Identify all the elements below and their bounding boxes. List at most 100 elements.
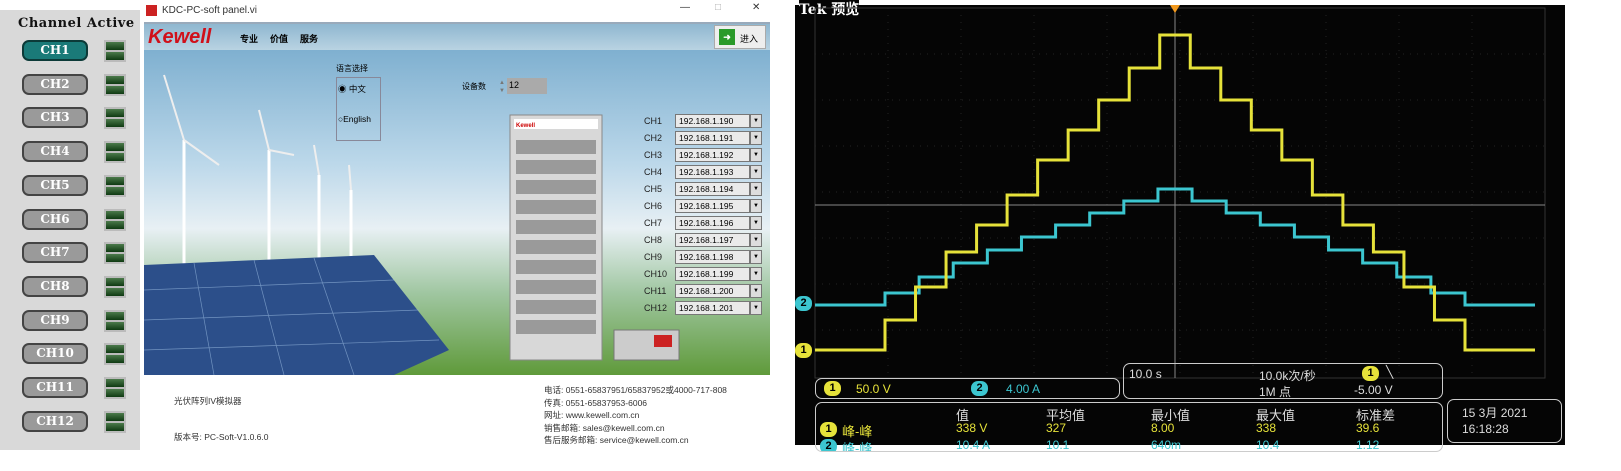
dropdown-arrow-icon[interactable]: ▼: [750, 114, 762, 128]
ip-address-select[interactable]: 192.168.1.196: [675, 216, 750, 230]
ip-channel-label: CH12: [644, 303, 668, 313]
channel-indicator-led: [104, 174, 126, 197]
meas-value: 327: [1046, 421, 1067, 435]
contact-line: 传真: 0551-65837953-6006: [544, 397, 648, 408]
ip-channel-label: CH7: [644, 218, 663, 228]
dropdown-arrow-icon[interactable]: ▼: [750, 182, 762, 196]
channel-button-ch11[interactable]: CH11: [22, 377, 88, 398]
dropdown-arrow-icon[interactable]: ▼: [750, 199, 762, 213]
contact-line: 电话: 0551-65837951/65837952或4000-717-808: [544, 385, 727, 395]
dropdown-arrow-icon[interactable]: ▼: [750, 148, 762, 162]
meas-value: 1.12: [1356, 438, 1380, 452]
close-button[interactable]: ✕: [752, 2, 761, 13]
channel-button-ch7[interactable]: CH7: [22, 242, 88, 264]
meas-channel-badge: 2: [820, 439, 837, 451]
ip-channel-label: CH11: [644, 286, 667, 296]
channel-button-ch2[interactable]: CH2: [22, 73, 88, 95]
channel-button-ch10[interactable]: CH10: [22, 343, 88, 365]
channel-button-ch9[interactable]: CH9: [22, 309, 88, 331]
footer: 光伏阵列IV模拟器 版本号: PC-Soft-V1.0.6.0 电话: 0551…: [144, 375, 770, 450]
ip-address-select[interactable]: 192.168.1.199: [675, 267, 750, 281]
dropdown-arrow-icon[interactable]: ▼: [750, 250, 762, 264]
ip-channel-label: CH4: [644, 167, 663, 177]
dropdown-arrow-icon[interactable]: ▼: [750, 267, 762, 281]
meas-value: 39.6: [1356, 421, 1380, 435]
radio-english[interactable]: ○English: [338, 114, 372, 124]
ip-channel-label: CH8: [644, 235, 663, 245]
dropdown-arrow-icon[interactable]: ▼: [750, 131, 762, 145]
ip-address-select[interactable]: 192.168.1.194: [675, 182, 750, 196]
panel-title: Channel Active: [18, 16, 135, 31]
channel-button-ch6[interactable]: CH6: [22, 208, 88, 230]
ip-address-select[interactable]: 192.168.1.193: [675, 165, 750, 179]
channel-active-panel: Channel Active CH1 CH2 CH3 CH4 CH5 CH6 CH7 CH8 C…: [0, 10, 140, 450]
acquisition-box: 10.0 s 10.0k次/秒 1M 点 1 ╲ -5.00 V: [1123, 363, 1443, 399]
dropdown-arrow-icon[interactable]: ▼: [750, 284, 762, 298]
trigger-level: -5.00 V: [1354, 383, 1393, 397]
meas-name: 峰-峰: [842, 441, 873, 452]
ch1-scale: 50.0 V: [856, 382, 891, 396]
contact-line: 销售邮箱: sales@kewell.com.cn: [544, 422, 665, 433]
measurement-table: 值 平均值 最小值 最大值 标准差 1 峰-峰 338 V 327 8.00 338 39.6 2 峰-峰…: [815, 402, 1443, 452]
slogan-2: 价值: [270, 34, 289, 44]
ip-address-select[interactable]: 192.168.1.200: [675, 284, 750, 298]
channel-indicator-led: [104, 377, 126, 399]
channel-indicator-led: [104, 242, 126, 265]
meas-channel-badge: 1: [820, 422, 837, 437]
channel-button-ch3[interactable]: CH3: [22, 107, 88, 129]
ip-channel-label: CH10: [644, 269, 668, 279]
ip-address-select[interactable]: 192.168.1.201: [675, 301, 750, 315]
channel-button-ch4[interactable]: CH4: [22, 141, 88, 163]
channel-indicator-led: [104, 309, 126, 332]
ip-address-select[interactable]: 192.168.1.191: [675, 131, 750, 145]
minimize-button[interactable]: —: [680, 2, 690, 13]
channel-indicator-led: [104, 40, 126, 62]
channel-button-ch1[interactable]: CH1: [22, 40, 88, 61]
meas-value: 10.4: [1256, 438, 1280, 452]
ip-channel-label: CH9: [644, 252, 663, 262]
maximize-button[interactable]: □: [715, 2, 722, 13]
ch2-current-trace: [815, 187, 1535, 307]
trigger-slope-icon: ╲: [1386, 365, 1394, 379]
datetime-box: 15 3月 2021 16:18:28: [1447, 399, 1562, 443]
ch1-badge[interactable]: 1: [824, 381, 841, 396]
ip-address-select[interactable]: 192.168.1.190: [675, 114, 750, 128]
radio-chinese[interactable]: ◉ 中文: [338, 84, 366, 94]
meas-value: 640m: [1151, 438, 1182, 452]
header-band: Kewell 专业 价值 服务 ➜ 进入: [144, 22, 770, 50]
ch1-ground-marker: 1: [795, 343, 812, 358]
ip-channel-label: CH3: [644, 150, 663, 160]
dropdown-arrow-icon[interactable]: ▼: [750, 233, 762, 247]
device-count-label: 设备数: [462, 82, 486, 91]
trigger-source-badge[interactable]: 1: [1362, 366, 1379, 381]
ch2-badge[interactable]: 2: [971, 381, 988, 396]
ip-channel-label: CH2: [644, 133, 663, 143]
date: 15 3月 2021: [1462, 406, 1528, 420]
channel-indicator-led: [104, 107, 126, 130]
enter-button[interactable]: ➜ 进入: [714, 25, 766, 49]
title-bar: KDC-PC-soft panel.vi — □ ✕: [140, 0, 770, 22]
language-label: 语言选择: [336, 64, 368, 73]
waveform-display: [814, 5, 1546, 379]
kewell-logo: Kewell: [148, 26, 212, 48]
device-count-input[interactable]: 12: [507, 78, 547, 94]
ip-channel-label: CH6: [644, 201, 663, 211]
radio-chinese-label: 中文: [348, 84, 366, 94]
dropdown-arrow-icon[interactable]: ▼: [750, 216, 762, 230]
app-icon: [146, 5, 157, 16]
ip-channel-label: CH5: [644, 184, 663, 194]
channel-button-ch12[interactable]: CH12: [22, 410, 88, 432]
ip-address-select[interactable]: 192.168.1.197: [675, 233, 750, 247]
dropdown-arrow-icon[interactable]: ▼: [750, 301, 762, 315]
contact-line: 网址: www.kewell.com.cn: [544, 410, 640, 420]
trigger-position-marker: [1170, 5, 1180, 13]
ip-address-select[interactable]: 192.168.1.192: [675, 148, 750, 162]
channel-button-ch8[interactable]: CH8: [22, 275, 88, 297]
measurement-header: 最大值: [1256, 408, 1296, 423]
ip-address-select[interactable]: 192.168.1.198: [675, 250, 750, 264]
ip-address-select[interactable]: 192.168.1.195: [675, 199, 750, 213]
dropdown-arrow-icon[interactable]: ▼: [750, 165, 762, 179]
channel-button-ch5[interactable]: CH5: [22, 174, 88, 196]
channel-indicator-led: [104, 343, 126, 366]
device-count-stepper[interactable]: ▲ ▼: [499, 80, 505, 94]
